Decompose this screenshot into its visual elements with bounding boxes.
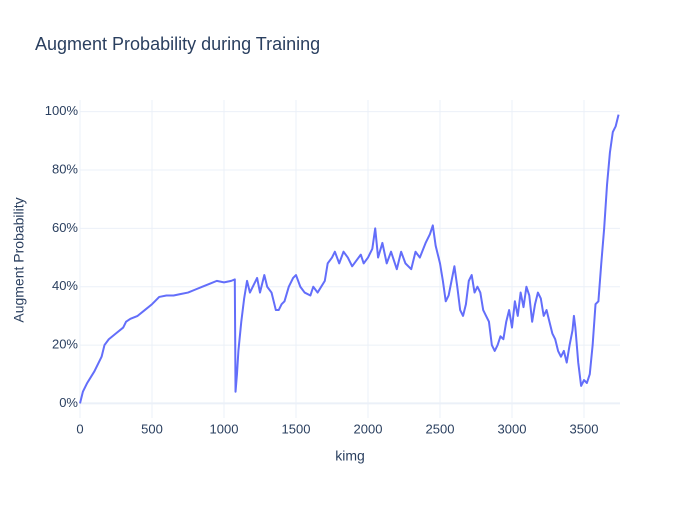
chart-title: Augment Probability during Training: [35, 34, 320, 54]
y-tick-label: 20%: [52, 337, 78, 352]
y-tick-label: 0%: [59, 395, 78, 410]
x-tick-label: 1500: [282, 421, 311, 436]
x-tick-label: 2000: [354, 421, 383, 436]
x-tick-label: 500: [141, 421, 163, 436]
y-tick-label: 80%: [52, 161, 78, 176]
x-axis-label: kimg: [335, 448, 365, 464]
y-axis-label: Augment Probability: [11, 197, 27, 322]
x-tick-label: 0: [76, 421, 83, 436]
x-tick-label: 2500: [426, 421, 455, 436]
x-tick-label: 3000: [498, 421, 527, 436]
x-tick-label: 1000: [210, 421, 239, 436]
line-series: [79, 114, 620, 404]
y-tick-label: 40%: [52, 278, 78, 293]
y-tick-label: 60%: [52, 220, 78, 235]
y-tick-label: 100%: [45, 103, 79, 118]
x-tick-label: 3500: [570, 421, 599, 436]
